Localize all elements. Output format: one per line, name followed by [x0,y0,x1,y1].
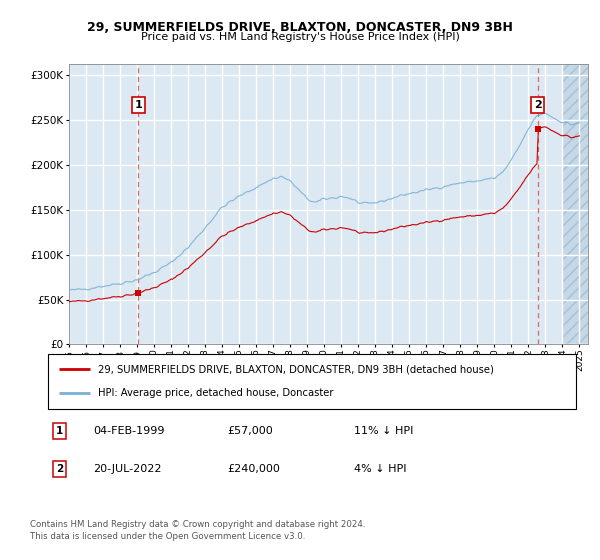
Text: 1: 1 [56,426,63,436]
Text: 20-JUL-2022: 20-JUL-2022 [93,464,161,474]
Text: £57,000: £57,000 [227,426,273,436]
Text: 11% ↓ HPI: 11% ↓ HPI [354,426,413,436]
Text: Contains HM Land Registry data © Crown copyright and database right 2024.: Contains HM Land Registry data © Crown c… [30,520,365,529]
Text: 29, SUMMERFIELDS DRIVE, BLAXTON, DONCASTER, DN9 3BH: 29, SUMMERFIELDS DRIVE, BLAXTON, DONCAST… [87,21,513,34]
Text: HPI: Average price, detached house, Doncaster: HPI: Average price, detached house, Donc… [98,389,334,398]
Text: 1: 1 [134,100,142,110]
Text: £240,000: £240,000 [227,464,280,474]
Text: 29, SUMMERFIELDS DRIVE, BLAXTON, DONCASTER, DN9 3BH (detached house): 29, SUMMERFIELDS DRIVE, BLAXTON, DONCAST… [98,365,494,374]
Text: 2: 2 [534,100,542,110]
Text: 2: 2 [56,464,63,474]
Text: 04-FEB-1999: 04-FEB-1999 [93,426,164,436]
Text: 4% ↓ HPI: 4% ↓ HPI [354,464,407,474]
Bar [562,64,588,344]
FancyBboxPatch shape [48,354,576,409]
Text: This data is licensed under the Open Government Licence v3.0.: This data is licensed under the Open Gov… [30,532,305,541]
Text: Price paid vs. HM Land Registry's House Price Index (HPI): Price paid vs. HM Land Registry's House … [140,32,460,43]
